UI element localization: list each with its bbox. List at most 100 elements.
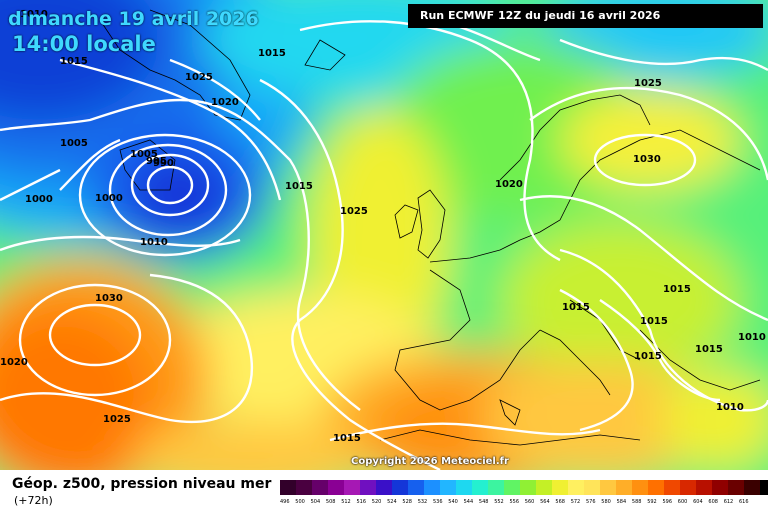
isobar-label: 1015 xyxy=(640,316,668,327)
scale-label: 512 xyxy=(341,499,351,505)
scale-label: 544 xyxy=(463,499,474,505)
isobar-label: 1030 xyxy=(633,154,661,165)
isobar-label: 1025 xyxy=(634,78,662,89)
scale-label: 616 xyxy=(739,499,749,505)
scale-swatch xyxy=(456,480,472,495)
scale-swatch xyxy=(344,480,360,495)
scale-swatch xyxy=(632,480,648,495)
scale-label: 604 xyxy=(693,499,703,505)
scale-swatch xyxy=(312,480,328,495)
isobar-label: 1020 xyxy=(0,357,28,368)
scale-swatch xyxy=(296,480,312,495)
map-title: Géop. z500, pression niveau mer xyxy=(12,476,272,492)
isobar-label: 1000 xyxy=(25,194,53,205)
scale-label: 524 xyxy=(387,499,397,505)
scale-swatch xyxy=(616,480,632,495)
isobar-label: 1020 xyxy=(211,97,239,108)
scale-label: 508 xyxy=(325,499,336,505)
isobar-label: 995 xyxy=(146,156,167,167)
forecast-date: dimanche 19 avril 2026 xyxy=(8,8,259,30)
scale-swatch xyxy=(536,480,552,495)
isobars xyxy=(0,13,768,470)
scale-label: 496 xyxy=(280,499,290,505)
scale-swatch xyxy=(552,480,568,495)
scale-swatch xyxy=(696,480,712,495)
scale-swatch xyxy=(680,480,696,495)
scale-swatch xyxy=(408,480,424,495)
scale-swatch xyxy=(520,480,536,495)
isobar-label: 1025 xyxy=(185,72,213,83)
scale-label: 548 xyxy=(478,499,489,505)
scale-label: 556 xyxy=(509,499,520,505)
isobar-label: 1025 xyxy=(103,414,131,425)
scale-label: 552 xyxy=(494,499,504,505)
scale-label: 536 xyxy=(433,499,443,505)
scale-label: 612 xyxy=(723,499,734,505)
scale-swatch xyxy=(440,480,456,495)
scale-swatch xyxy=(472,480,488,495)
scale-label: 568 xyxy=(555,499,565,505)
isobar-label: 1010 xyxy=(738,332,766,343)
scale-swatch xyxy=(504,480,520,495)
isobar-label: 1015 xyxy=(562,302,590,313)
isobar-label: 990 xyxy=(153,158,174,169)
isobar-label: 1015 xyxy=(333,433,361,444)
scale-label: 608 xyxy=(708,499,718,505)
scale-label: 592 xyxy=(647,499,657,505)
isobar-label: 1010 xyxy=(20,9,48,20)
scale-label: 572 xyxy=(570,499,581,505)
isobar-label: 1030 xyxy=(95,293,123,304)
coastlines xyxy=(99,9,761,446)
scale-label: 564 xyxy=(540,499,550,505)
isobar-label: 1025 xyxy=(340,206,368,217)
scale-label: 500 xyxy=(295,499,305,505)
forecast-time: 14:00 locale xyxy=(12,32,156,56)
isobar-label: 1015 xyxy=(663,284,691,295)
isobar-label: 1015 xyxy=(634,351,662,362)
scale-swatch xyxy=(424,480,440,495)
scale-label: 520 xyxy=(371,499,382,505)
geopotential-field xyxy=(0,0,768,470)
scale-label: 576 xyxy=(586,499,596,505)
scale-label: 596 xyxy=(662,499,673,505)
color-scale xyxy=(280,480,768,495)
scale-swatch xyxy=(600,480,616,495)
scale-swatch xyxy=(712,480,728,495)
isobar-label: 1010 xyxy=(716,402,744,413)
scale-label: 588 xyxy=(631,499,642,505)
copyright: Copyright 2026 Meteociel.fr xyxy=(351,456,509,467)
scale-label: 600 xyxy=(677,499,688,505)
scale-swatch xyxy=(760,480,768,495)
scale-swatch xyxy=(328,480,344,495)
isobar-label: 1015 xyxy=(60,56,88,67)
scale-swatch xyxy=(664,480,680,495)
scale-label: 584 xyxy=(616,499,627,505)
scale-swatch xyxy=(488,480,504,495)
scale-label: 532 xyxy=(417,499,428,505)
isobar-label: 1020 xyxy=(495,179,523,190)
isobar-label: 1015 xyxy=(695,344,723,355)
isobar-label: 1010 xyxy=(140,237,168,248)
scale-label: 528 xyxy=(402,499,412,505)
scale-swatch xyxy=(280,480,296,495)
isobar-label: 1015 xyxy=(285,181,313,192)
scale-swatch xyxy=(568,480,584,495)
scale-swatch xyxy=(728,480,744,495)
isobar-label: 1005 xyxy=(60,138,88,149)
scale-label: 580 xyxy=(601,499,611,505)
isobar-label: 1000 xyxy=(95,193,123,204)
forecast-range: (+72h) xyxy=(14,494,53,507)
scale-label: 504 xyxy=(310,499,321,505)
scale-swatch xyxy=(392,480,408,495)
isobar-labels: 1010 1015 1025 1020 1005 1005 1000 995 9… xyxy=(0,9,766,444)
scale-swatch xyxy=(744,480,760,495)
isobar-label: 1015 xyxy=(258,48,286,59)
isobar-label: 1005 xyxy=(130,149,158,160)
scale-swatch xyxy=(648,480,664,495)
weather-map: 1010 1015 1025 1020 1005 1005 1000 995 9… xyxy=(0,0,768,470)
scale-swatch xyxy=(360,480,376,495)
run-info: Run ECMWF 12Z du jeudi 16 avril 2026 xyxy=(408,4,763,28)
scale-swatch xyxy=(584,480,600,495)
scale-label: 560 xyxy=(524,499,535,505)
scale-label: 540 xyxy=(448,499,458,505)
